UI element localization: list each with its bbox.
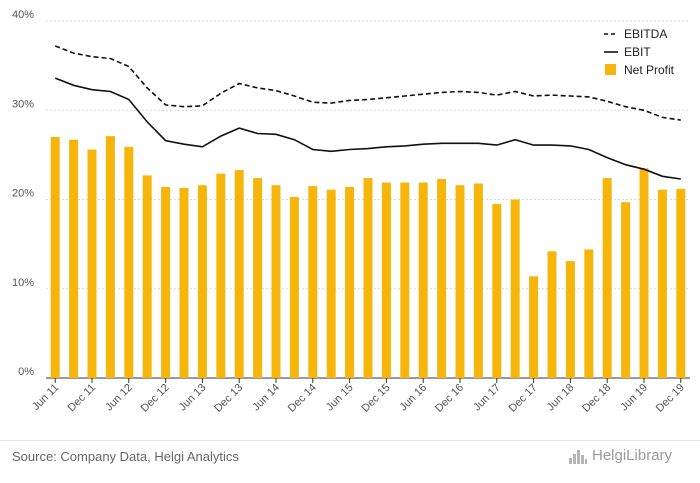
y-tick-label: 0% [18, 366, 34, 378]
ebitda-line [54, 45, 681, 121]
net-profit-bar [437, 178, 447, 378]
net-profit-bar [105, 136, 115, 378]
net-profit-bar [87, 149, 97, 378]
net-profit-bar [179, 187, 189, 378]
net-profit-bar [161, 187, 171, 378]
legend-label: Net Profit [624, 63, 675, 77]
net-profit-bar [676, 188, 686, 378]
net-profit-bar [253, 178, 263, 378]
legend: EBITDA EBIT Net Profit [604, 27, 675, 77]
net-profit-bar [565, 261, 575, 378]
legend-label: EBITDA [624, 27, 667, 41]
x-tick-label: Dec 14 [286, 382, 319, 415]
x-tick-label: Dec 19 [654, 382, 687, 415]
legend-label: EBIT [624, 45, 651, 59]
net-profit-bar [216, 173, 226, 378]
x-tick-label: Jun 11 [30, 382, 61, 413]
net-profit-bar [547, 251, 557, 378]
net-profit-bar [326, 189, 336, 378]
net-profit-bar [363, 178, 373, 378]
net-profit-bar [142, 175, 152, 378]
x-tick-label: Jun 16 [397, 382, 429, 414]
x-tick-label: Dec 15 [359, 382, 392, 415]
x-tick-label: Dec 18 [580, 382, 613, 415]
y-tick-label: 20% [12, 188, 34, 200]
net-profit-bar [455, 185, 465, 378]
brand-logo: HelgiLibrary [568, 447, 672, 464]
net-profit-bar [50, 137, 60, 378]
net-profit-bar [124, 146, 134, 378]
x-tick-label: Jun 13 [177, 382, 209, 414]
footer-divider [0, 440, 700, 441]
net-profit-bar [639, 168, 649, 378]
net-profit-bars [50, 136, 686, 378]
net-profit-bar [271, 185, 281, 378]
y-tick-label: 10% [12, 277, 34, 289]
x-tick-label: Jun 12 [103, 382, 135, 414]
line-series [54, 45, 681, 180]
net-profit-bar [473, 183, 483, 378]
net-profit-bar [602, 178, 612, 378]
net-profit-bar [197, 185, 207, 378]
x-tick-label: Dec 17 [507, 382, 540, 415]
source-note: Source: Company Data, Helgi Analytics [12, 449, 239, 464]
building-icon [569, 449, 587, 464]
net-profit-bar [381, 182, 391, 378]
brand-name: HelgiLibrary [592, 447, 673, 464]
net-profit-bar [69, 139, 79, 378]
net-profit-bar [289, 196, 299, 378]
net-profit-bar [621, 202, 631, 378]
x-tick-label: Jun 14 [250, 382, 282, 414]
net-profit-bar [657, 189, 667, 378]
x-tick-label: Jun 15 [324, 382, 356, 414]
y-axis-ticks: 0% 10% 20% 30% 40% [12, 9, 34, 378]
x-tick-label: Jun 17 [471, 382, 503, 414]
net-profit-bar [492, 203, 502, 378]
legend-swatch [605, 64, 616, 75]
net-profit-bar [529, 276, 539, 378]
net-profit-bar [418, 182, 428, 378]
net-profit-bar [345, 187, 355, 378]
x-tick-label: Jun 18 [545, 382, 577, 414]
net-profit-bar [584, 249, 594, 378]
net-profit-bar [234, 170, 244, 378]
x-axis: Jun 11 Dec 11 Jun 12 Dec 12 Jun 13 Dec 13 Jun … [30, 378, 687, 415]
net-profit-bar [400, 182, 410, 378]
y-tick-label: 40% [12, 9, 34, 21]
x-tick-label: Dec 16 [433, 382, 466, 415]
net-profit-bar [308, 186, 318, 378]
x-tick-label: Jun 19 [618, 382, 650, 414]
net-profit-bar [510, 199, 520, 378]
x-tick-label: Dec 12 [139, 382, 172, 415]
y-tick-label: 30% [12, 98, 34, 110]
x-tick-label: Dec 13 [212, 382, 245, 415]
ebit-line [54, 77, 681, 180]
x-tick-label: Dec 11 [66, 382, 99, 415]
